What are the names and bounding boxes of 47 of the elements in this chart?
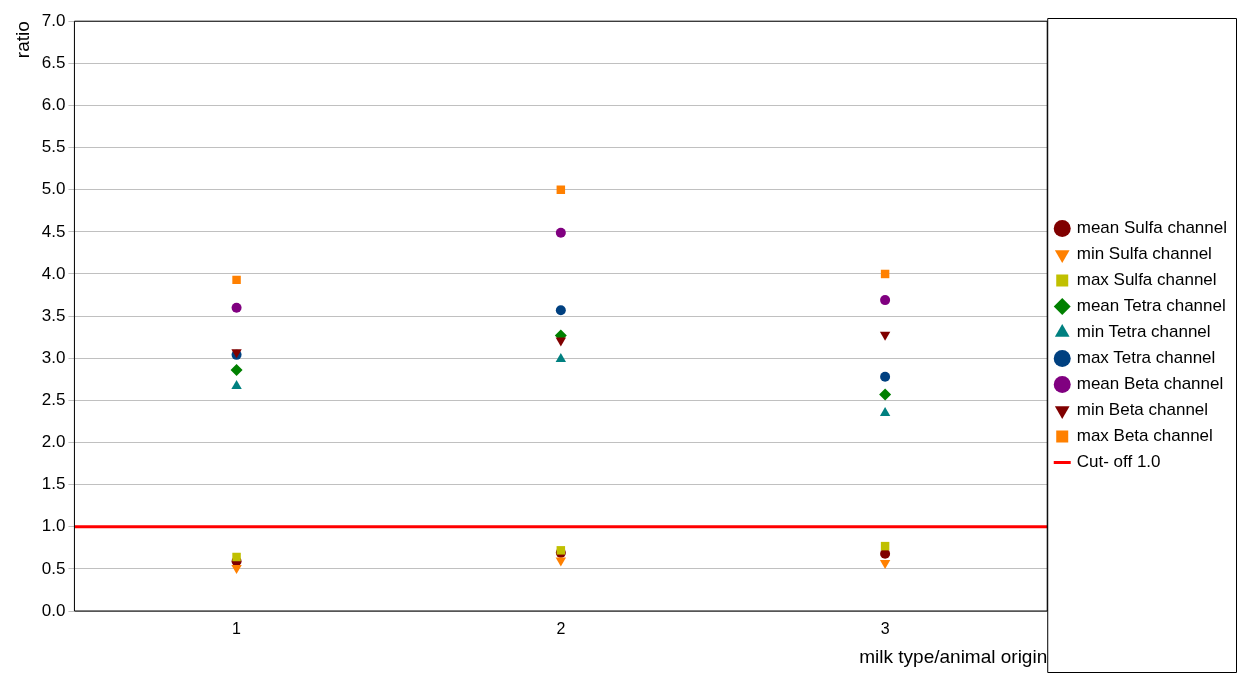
point bbox=[231, 565, 242, 575]
point bbox=[879, 388, 892, 401]
legend-label: max Beta channel bbox=[1076, 426, 1213, 446]
point bbox=[555, 557, 567, 567]
y-tick-label: 6.5 bbox=[41, 53, 66, 73]
y-tick-label: 6.0 bbox=[41, 95, 66, 115]
point bbox=[880, 371, 891, 382]
y-tick-label: 4.0 bbox=[41, 263, 66, 283]
point bbox=[879, 559, 891, 569]
y-axis-title: ratio bbox=[11, 21, 33, 59]
y-tick-label: 7.0 bbox=[41, 10, 66, 30]
legend-label: mean Beta channel bbox=[1076, 374, 1224, 394]
y-tick-label: 5.0 bbox=[41, 179, 66, 199]
y-tick-label: 0.0 bbox=[41, 600, 66, 620]
legend-label: min Beta channel bbox=[1076, 400, 1209, 420]
point bbox=[232, 552, 241, 562]
x-tick-label: 1 bbox=[232, 620, 242, 638]
point bbox=[556, 185, 566, 194]
x-tick-label: 3 bbox=[880, 620, 890, 638]
point bbox=[232, 275, 241, 285]
y-tick-label: 3.0 bbox=[41, 347, 66, 367]
legend-label: mean Sulfa channel bbox=[1076, 218, 1228, 238]
point bbox=[230, 364, 243, 377]
y-tick-label: 2.5 bbox=[41, 390, 66, 410]
point bbox=[231, 302, 242, 313]
y-tick-label: 0.5 bbox=[41, 558, 66, 578]
legend-label: min Tetra channel bbox=[1076, 322, 1211, 342]
legend-label: max Tetra channel bbox=[1076, 348, 1216, 368]
legend-label: mean Tetra channel bbox=[1076, 296, 1226, 316]
legend-label: max Sulfa channel bbox=[1076, 270, 1217, 290]
y-tick-label: 1.5 bbox=[41, 474, 66, 494]
point bbox=[879, 331, 891, 341]
y-tick-label: 3.5 bbox=[41, 305, 66, 325]
point bbox=[231, 380, 242, 390]
point bbox=[555, 353, 567, 363]
legend-label: Cut- off 1.0 bbox=[1076, 452, 1161, 472]
legend-label: min Sulfa channel bbox=[1076, 244, 1212, 264]
y-tick-label: 1.0 bbox=[41, 516, 66, 536]
point bbox=[555, 227, 566, 238]
y-tick-label: 4.5 bbox=[41, 221, 66, 241]
y-tick-label: 5.5 bbox=[41, 137, 66, 157]
point bbox=[879, 407, 891, 416]
point bbox=[555, 305, 566, 316]
point bbox=[880, 295, 891, 306]
x-axis-title: milk type/animal origin bbox=[859, 645, 1048, 667]
y-tick-label: 2.0 bbox=[41, 432, 66, 452]
x-tick-label: 2 bbox=[556, 620, 566, 638]
